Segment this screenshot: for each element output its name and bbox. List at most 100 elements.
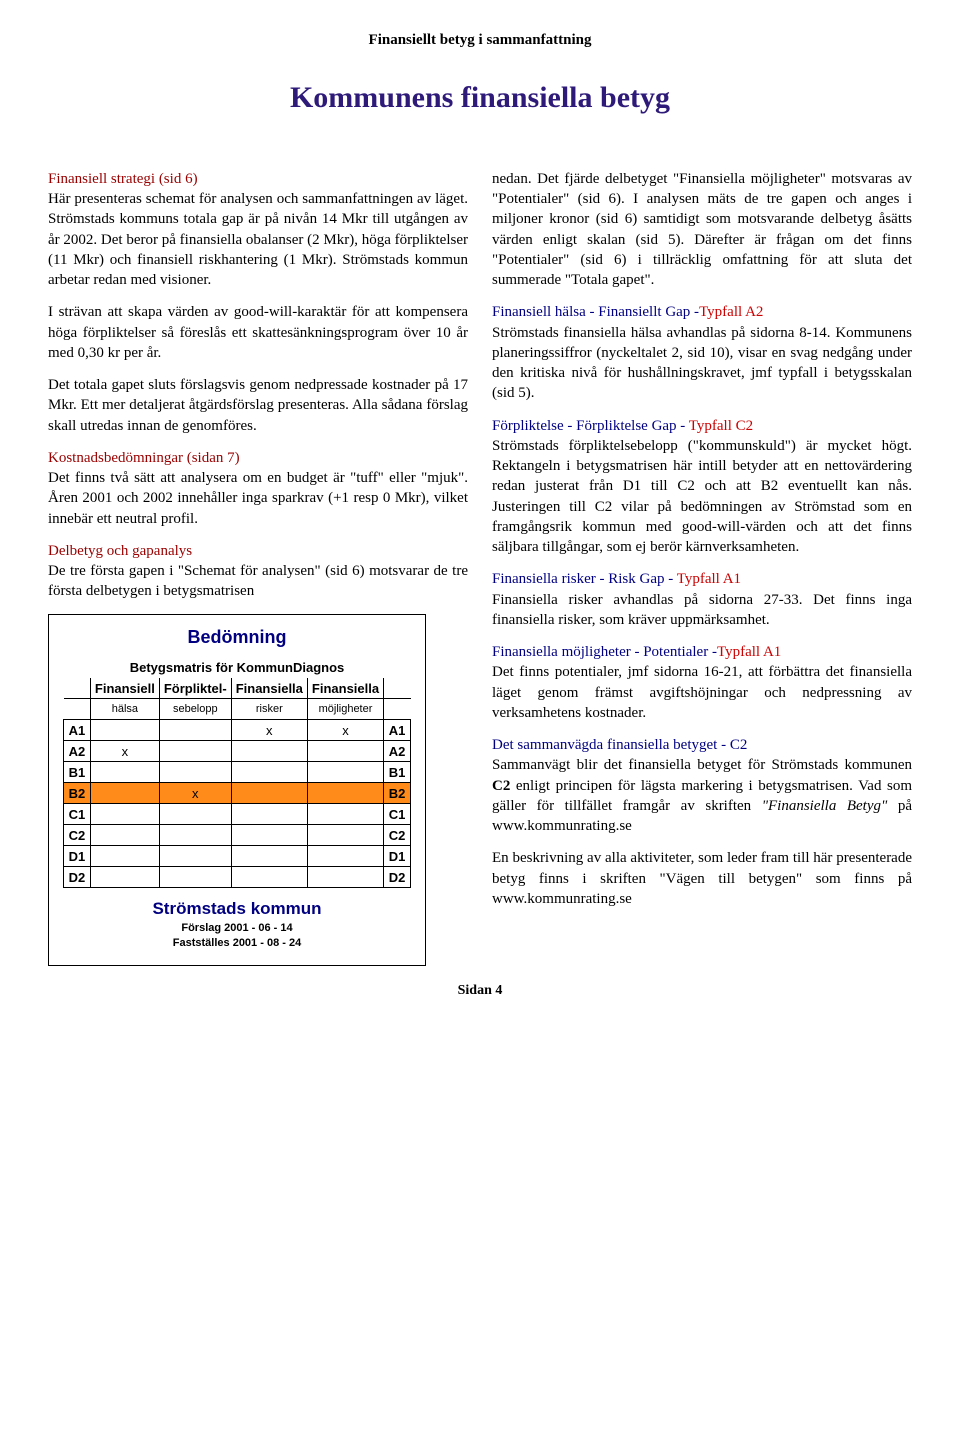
grade-label: D1 xyxy=(384,846,411,867)
matrix-row: B1 B1 xyxy=(64,762,411,783)
main-title: Kommunens finansiella betyg xyxy=(48,78,912,119)
typfall-label: Typfall C2 xyxy=(689,418,753,434)
matrix-cell xyxy=(231,867,307,888)
matrix-cell xyxy=(90,783,159,804)
typfall-label: Typfall A1 xyxy=(717,644,781,660)
matrix-row: C1C1 xyxy=(64,804,411,825)
section-heading: Förpliktelse - Förpliktelse Gap - Typfal… xyxy=(492,416,912,436)
matrix-footer-line: Förslag 2001 - 06 - 14 xyxy=(63,921,411,936)
matrix-row: D2 D2 xyxy=(64,867,411,888)
matrix-cell: x xyxy=(307,720,383,741)
grade-label: C1 xyxy=(384,804,411,825)
grade-label: A1 xyxy=(64,720,91,741)
grade-label: B1 xyxy=(384,762,411,783)
matrix-row: C2 C2 xyxy=(64,825,411,846)
sammanvagt-heading: Det sammanvägda finansiella betyget - C2 xyxy=(492,737,747,753)
col-subheader: möjligheter xyxy=(307,699,383,720)
body-paragraph: nedan. Det fjärde delbetyget "Finansiell… xyxy=(492,169,912,291)
grade-label: B2 xyxy=(384,783,411,804)
cost-heading: Kostnadsbedömningar (sidan 7) xyxy=(48,450,240,466)
body-paragraph: Finansiella risker avhandlas på sidorna … xyxy=(492,590,912,631)
page-header: Finansiellt betyg i sammanfattning xyxy=(48,30,912,50)
page-number: Sidan 4 xyxy=(48,982,912,1001)
right-column: nedan. Det fjärde delbetyget "Finansiell… xyxy=(492,169,912,966)
matrix-cell xyxy=(307,804,383,825)
section-heading: Delbetyg och gapanalys xyxy=(48,541,468,561)
matrix-cell xyxy=(90,846,159,867)
matrix-cell: x xyxy=(90,741,159,762)
matrix-row: A2xA2 xyxy=(64,741,411,762)
grade-label: A2 xyxy=(64,741,91,762)
section-heading: Kostnadsbedömningar (sidan 7) xyxy=(48,448,468,468)
grade-label: B1 xyxy=(64,762,91,783)
matrix-cell xyxy=(231,804,307,825)
grade-bold: C2 xyxy=(492,778,510,794)
rating-matrix-table: Finansiell Förpliktel- Finansiella Finan… xyxy=(63,678,411,888)
grade-label: D2 xyxy=(64,867,91,888)
matrix-cell xyxy=(159,825,231,846)
grade-label: D2 xyxy=(384,867,411,888)
gap-heading: Delbetyg och gapanalys xyxy=(48,543,192,559)
grade-label: D1 xyxy=(64,846,91,867)
body-paragraph: Det totala gapet sluts förslagsvis genom… xyxy=(48,375,468,436)
matrix-row: A1xxA1 xyxy=(64,720,411,741)
body-paragraph: Strömstads finansiella hälsa avhandlas p… xyxy=(492,323,912,404)
two-column-layout: Finansiell strategi (sid 6) Här presente… xyxy=(48,169,912,966)
section-heading: Finansiell hälsa - Finansiellt Gap -Typf… xyxy=(492,302,912,322)
matrix-cell xyxy=(231,825,307,846)
matrix-footer: Strömstads kommun Förslag 2001 - 06 - 14… xyxy=(63,898,411,951)
matrix-cell xyxy=(231,783,307,804)
matrix-cell xyxy=(159,867,231,888)
rating-matrix-box: Bedömning Betygsmatris för KommunDiagnos… xyxy=(48,614,426,966)
grade-label: B2 xyxy=(64,783,91,804)
matrix-cell xyxy=(307,762,383,783)
body-paragraph: Här presenteras schemat för analysen och… xyxy=(48,189,468,290)
grade-label: A1 xyxy=(384,720,411,741)
grade-label: C2 xyxy=(384,825,411,846)
col-header: Finansiella xyxy=(231,678,307,699)
matrix-row: B2 x B2 xyxy=(64,783,411,804)
body-paragraph: Strömstads förpliktelsebelopp ("kommunsk… xyxy=(492,436,912,558)
section-heading: Finansiella möjligheter - Potentialer -T… xyxy=(492,642,912,662)
matrix-cell xyxy=(307,846,383,867)
italic-title: "Finansiella Betyg" xyxy=(762,798,888,814)
matrix-cell: x xyxy=(159,783,231,804)
col-header: Finansiell xyxy=(90,678,159,699)
grade-label: A2 xyxy=(384,741,411,762)
matrix-cell xyxy=(159,720,231,741)
matrix-cell xyxy=(159,804,231,825)
body-paragraph: En beskrivning av alla aktiviteter, som … xyxy=(492,848,912,909)
left-column: Finansiell strategi (sid 6) Här presente… xyxy=(48,169,468,966)
matrix-header-row-1: Finansiell Förpliktel- Finansiella Finan… xyxy=(64,678,411,699)
matrix-row: D1 D1 xyxy=(64,846,411,867)
section-heading: Det sammanvägda finansiella betyget - C2 xyxy=(492,735,912,755)
matrix-cell: x xyxy=(231,720,307,741)
section-heading: Finansiell strategi (sid 6) xyxy=(48,169,468,189)
col-subheader: hälsa xyxy=(90,699,159,720)
grade-label: C2 xyxy=(64,825,91,846)
matrix-cell xyxy=(231,846,307,867)
matrix-cell xyxy=(159,741,231,762)
forpliktelse-heading: Förpliktelse - Förpliktelse Gap - xyxy=(492,418,689,434)
body-paragraph: Det finns två sätt att analysera om en b… xyxy=(48,468,468,529)
matrix-cell xyxy=(90,825,159,846)
matrix-cell xyxy=(90,720,159,741)
matrix-cell xyxy=(307,825,383,846)
matrix-cell xyxy=(231,762,307,783)
body-paragraph: Sammanvägt blir det finansiella betyget … xyxy=(492,755,912,836)
col-header: Förpliktel- xyxy=(159,678,231,699)
col-subheader: risker xyxy=(231,699,307,720)
matrix-cell xyxy=(159,846,231,867)
matrix-cell xyxy=(159,762,231,783)
col-subheader: sebelopp xyxy=(159,699,231,720)
matrix-footer-line: Fastställes 2001 - 08 - 24 xyxy=(63,936,411,951)
section-heading: Finansiella risker - Risk Gap - Typfall … xyxy=(492,569,912,589)
matrix-title: Bedömning xyxy=(63,625,411,649)
matrix-cell xyxy=(307,867,383,888)
matrix-subtitle: Betygsmatris för KommunDiagnos xyxy=(63,659,411,677)
halsa-heading: Finansiell hälsa - Finansiellt Gap - xyxy=(492,304,699,320)
matrix-cell xyxy=(231,741,307,762)
body-paragraph: De tre första gapen i "Schemat för analy… xyxy=(48,561,468,602)
typfall-label: Typfall A1 xyxy=(677,571,741,587)
matrix-footer-name: Strömstads kommun xyxy=(63,898,411,921)
